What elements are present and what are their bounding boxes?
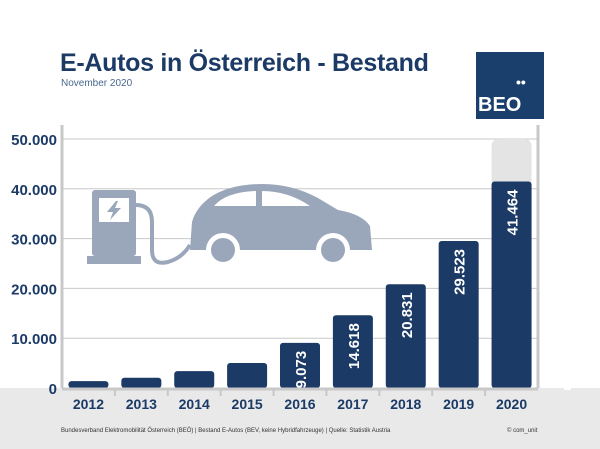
y-tick-label: 0 <box>49 381 57 398</box>
footer-copyright: © com_unit <box>507 428 538 434</box>
x-tick-label: 2014 <box>179 396 210 412</box>
bar <box>68 381 109 388</box>
bar <box>385 284 426 388</box>
page-title: E-Autos in Österreich - Bestand <box>60 49 429 77</box>
y-tick-label: 30.000 <box>11 232 57 249</box>
bar <box>227 362 268 388</box>
beo-logo: •• BEO <box>476 52 544 119</box>
logo-text: BEO <box>478 94 522 116</box>
x-tick-label: 2020 <box>496 396 527 412</box>
bar-capacity-background <box>491 139 532 188</box>
charging-station-icon <box>87 190 192 265</box>
bar <box>280 342 320 388</box>
bar <box>438 240 479 388</box>
x-tick-label: 2017 <box>337 396 368 412</box>
tree-icon <box>543 323 592 390</box>
footer-source: Bundesverband Elektromobilität Österreic… <box>61 428 391 434</box>
bar <box>174 371 215 388</box>
car-icon <box>190 184 372 267</box>
x-tick-label: 2015 <box>232 396 263 412</box>
data-label: 14.618 <box>346 323 363 369</box>
data-label: 41.464 <box>505 189 522 236</box>
y-tick-label: 10.000 <box>11 331 57 348</box>
bar <box>121 377 162 388</box>
subtitle: November 2020 <box>61 78 133 89</box>
bar <box>332 315 373 388</box>
x-tick-label: 2016 <box>284 396 315 412</box>
data-label: 9.073 <box>293 351 310 389</box>
x-tick-label: 2018 <box>390 396 421 412</box>
data-label: 29.523 <box>452 249 469 295</box>
x-tick-label: 2012 <box>73 396 104 412</box>
logo-dots: •• <box>516 74 526 90</box>
x-tick-label: 2013 <box>126 396 157 412</box>
y-tick-label: 20.000 <box>11 281 57 298</box>
y-tick-label: 50.000 <box>11 132 57 149</box>
y-tick-label: 40.000 <box>11 182 57 199</box>
data-label: 20.831 <box>399 292 416 338</box>
x-tick-label: 2019 <box>443 396 474 412</box>
bar <box>491 181 532 388</box>
bottom-band <box>0 388 600 449</box>
